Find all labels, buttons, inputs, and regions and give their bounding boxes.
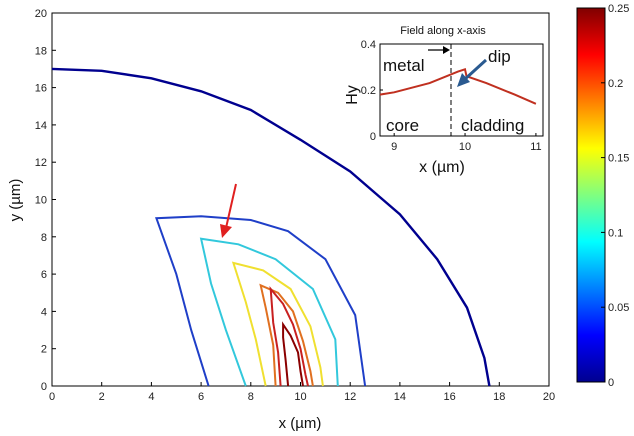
- contour-line: [231, 261, 324, 387]
- y-tick-label: 10: [35, 195, 47, 207]
- colorbar-tick-label: 0.1: [608, 227, 623, 239]
- inset-title: Field along x-axis: [400, 25, 486, 37]
- y-tick-label: 18: [35, 45, 47, 57]
- colorbar-ticks: 0 0.05 0.1 0.15 0.2 0.25: [601, 3, 629, 389]
- inset-x-label: x (µm): [419, 159, 465, 176]
- colorbar-tick-label: 0.15: [608, 153, 629, 165]
- label-core: core: [386, 116, 419, 135]
- colorbar-tick-label: 0.05: [608, 302, 629, 314]
- x-tick-label: 20: [543, 391, 555, 403]
- y-tick-label: 0: [41, 381, 47, 393]
- red-arrow-icon: [220, 183, 237, 238]
- y-axis-label: y (µm): [7, 179, 24, 222]
- colorbar-tick-label: 0: [608, 377, 614, 389]
- x-axis-label: x (µm): [279, 415, 322, 432]
- inset-x-tick-label: 9: [391, 141, 397, 153]
- x-tick-label: 10: [294, 391, 306, 403]
- inset-y-tick-label: 0: [370, 131, 376, 143]
- colorbar-tick-label: 0.2: [608, 78, 623, 90]
- inset-plot: Field along x-axis 9 10 11 0 0.2 0.4 metal co…: [344, 25, 544, 176]
- contour-line: [282, 321, 304, 387]
- contour-line: [155, 215, 367, 387]
- x-tick-label: 16: [443, 391, 455, 403]
- y-tick-label: 4: [41, 306, 47, 318]
- y-tick-label: 6: [41, 269, 47, 281]
- label-dip: dip: [488, 47, 511, 66]
- contour-line: [51, 67, 491, 387]
- inset-y-tick-label: 0.2: [361, 85, 376, 97]
- y-tick-label: 14: [35, 120, 47, 132]
- contour-lines: [51, 67, 491, 387]
- x-tick-label: 14: [394, 391, 406, 403]
- inset-x-tick-label: 11: [530, 141, 541, 153]
- dip-arrow-icon: [457, 58, 488, 87]
- x-tick-label: 12: [344, 391, 356, 403]
- x-tick-label: 2: [99, 391, 105, 403]
- y-tick-label: 20: [35, 8, 47, 20]
- x-tick-label: 0: [49, 391, 55, 403]
- metal-arrow-icon: [428, 46, 450, 54]
- x-tick-label: 18: [493, 391, 505, 403]
- inset-series-line: [379, 68, 537, 105]
- contour-line: [259, 283, 314, 387]
- x-tick-label: 8: [248, 391, 254, 403]
- main-axis-ticks: 0 2 4 6 8 10 12 14 16 18 20 0 2 4 6 8 10 12 14 16 18 20: [35, 8, 555, 403]
- y-tick-label: 8: [41, 232, 47, 244]
- y-tick-label: 12: [35, 157, 47, 169]
- colorbar-tick-label: 0.25: [608, 3, 629, 15]
- x-tick-label: 6: [198, 391, 204, 403]
- contour-line: [199, 237, 339, 387]
- colorbar: [576, 7, 606, 383]
- label-metal: metal: [383, 56, 425, 75]
- label-cladding: cladding: [461, 116, 524, 135]
- inset-y-label: Hy: [344, 85, 361, 105]
- y-tick-label: 16: [35, 83, 47, 95]
- x-tick-label: 4: [148, 391, 154, 403]
- y-tick-label: 2: [41, 344, 47, 356]
- inset-y-tick-label: 0.4: [361, 39, 376, 51]
- inset-x-tick-label: 10: [459, 141, 471, 153]
- inset-series: [379, 68, 537, 105]
- contour-line: [269, 285, 309, 387]
- inset-axis-ticks: 9 10 11 0 0.2 0.4: [361, 39, 542, 153]
